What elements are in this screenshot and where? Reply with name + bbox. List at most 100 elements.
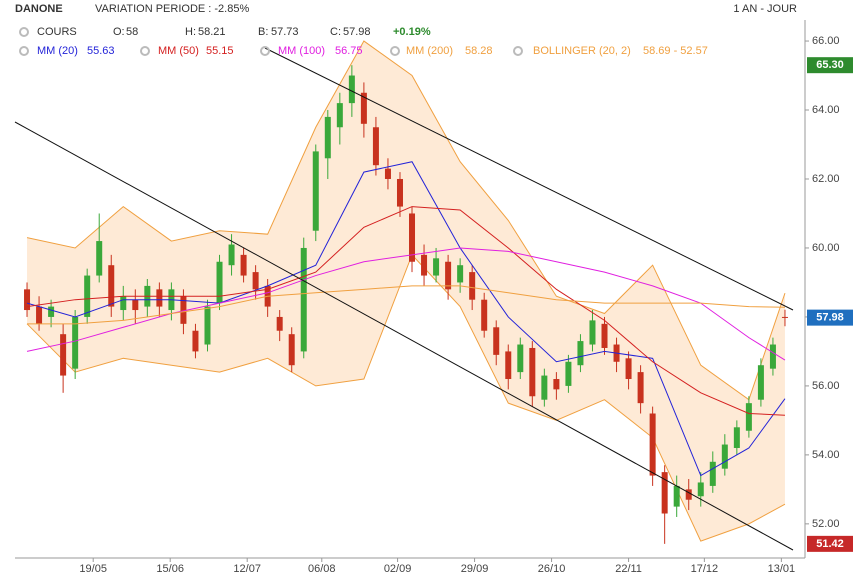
candle-body — [360, 92, 367, 124]
gear-icon[interactable] — [513, 46, 523, 56]
candle-body — [396, 178, 403, 207]
ohlc-value: 58.21 — [198, 26, 226, 38]
ma-line — [26, 161, 786, 477]
gear-icon[interactable] — [19, 27, 29, 37]
candle-body — [457, 265, 464, 283]
ohlc-value: 57.73 — [271, 26, 299, 38]
y-tick-label: 52.00 — [812, 518, 840, 530]
y-tick-label: 62.00 — [812, 173, 840, 185]
candle-body — [493, 327, 500, 355]
candle-body — [336, 103, 343, 128]
y-tick-label: 54.00 — [812, 449, 840, 461]
price-marker-label: 65.30 — [816, 59, 844, 71]
trend-line — [14, 121, 794, 551]
candle-body — [48, 306, 55, 317]
x-tick-label: 02/09 — [384, 563, 412, 575]
x-tick-label: 06/08 — [308, 563, 336, 575]
y-tick-label: 56.00 — [812, 380, 840, 392]
candle-body — [433, 258, 440, 276]
legend-value: 58.28 — [465, 45, 493, 57]
gear-icon[interactable] — [260, 46, 270, 56]
candle-body — [384, 168, 391, 179]
legend-value: 56.75 — [335, 45, 363, 57]
candle-body — [649, 413, 656, 476]
candle-body — [324, 116, 331, 159]
candle-body — [685, 489, 692, 500]
legend-value: 55.63 — [87, 45, 115, 57]
price-label: COURS — [37, 26, 77, 38]
plot-area — [24, 40, 788, 544]
candle-body — [469, 272, 476, 300]
candle-body — [409, 213, 416, 262]
band-line — [26, 40, 786, 401]
candle-body — [745, 403, 752, 431]
candle-body — [252, 272, 259, 290]
x-tick-label: 12/07 — [233, 563, 261, 575]
candle-body — [276, 316, 283, 331]
candle-body — [96, 241, 103, 276]
candle-body — [541, 375, 548, 400]
candle-body — [481, 299, 488, 331]
change: +0.19% — [393, 26, 431, 38]
x-tick-label: 17/12 — [691, 563, 719, 575]
candle-body — [240, 254, 247, 276]
x-tick-label: 19/05 — [79, 563, 107, 575]
legend-label: MM (200) — [406, 45, 453, 57]
price-marker-label: 57.98 — [816, 312, 844, 324]
period: 1 AN - JOUR — [733, 3, 797, 15]
legend-label: BOLLINGER (20, 2) — [533, 45, 631, 57]
x-tick-label: 13/01 — [768, 563, 796, 575]
price-marker — [807, 57, 853, 74]
ohlc-value: 58 — [126, 26, 138, 38]
candle-body — [24, 289, 31, 311]
ohlc-label: H: — [185, 26, 196, 38]
candle-body — [72, 316, 79, 369]
subtitle: VARIATION PERIODE : -2.85% — [95, 3, 249, 15]
chart-title: DANONE — [15, 3, 63, 15]
candle-body — [733, 427, 740, 448]
candle-body — [601, 323, 608, 348]
price-marker-label: 51.42 — [816, 538, 844, 550]
candle-body — [637, 372, 644, 404]
gear-icon[interactable] — [140, 46, 150, 56]
candle-body — [673, 485, 680, 507]
candle-body — [709, 461, 716, 486]
candle-body — [757, 365, 764, 400]
ma-line — [26, 206, 785, 416]
candle-body — [529, 347, 536, 397]
candle-body — [625, 358, 632, 380]
candle-body — [204, 306, 211, 345]
price-marker — [807, 309, 853, 326]
x-tick-label: 26/10 — [538, 563, 566, 575]
candle-body — [60, 334, 67, 376]
candle-body — [721, 444, 728, 469]
ohlc-label: O: — [113, 26, 125, 38]
legend-label: MM (20) — [37, 45, 78, 57]
ohlc-value: 57.98 — [343, 26, 371, 38]
candle-body — [216, 261, 223, 304]
candle-body — [288, 334, 295, 366]
candle-body — [517, 344, 524, 373]
candle-body — [697, 482, 704, 497]
candle-body — [84, 275, 91, 317]
legend-label: MM (100) — [278, 45, 325, 57]
candle-body — [769, 344, 776, 369]
gear-icon[interactable] — [19, 46, 29, 56]
candle-body — [180, 296, 187, 324]
candle-body — [505, 351, 512, 380]
x-tick-label: 29/09 — [461, 563, 489, 575]
candle-body — [661, 472, 668, 514]
candle-body — [132, 299, 139, 311]
price-marker — [807, 535, 853, 552]
gear-icon[interactable] — [390, 46, 400, 56]
candle-body — [445, 261, 452, 290]
legend-label: MM (50) — [158, 45, 199, 57]
candle-body — [156, 289, 163, 307]
ohlc-label: B: — [258, 26, 268, 38]
ma-line — [26, 247, 786, 361]
ma-line — [27, 285, 785, 325]
candle-body — [372, 127, 379, 166]
candle-body — [577, 341, 584, 366]
ohlc-label: C: — [330, 26, 341, 38]
